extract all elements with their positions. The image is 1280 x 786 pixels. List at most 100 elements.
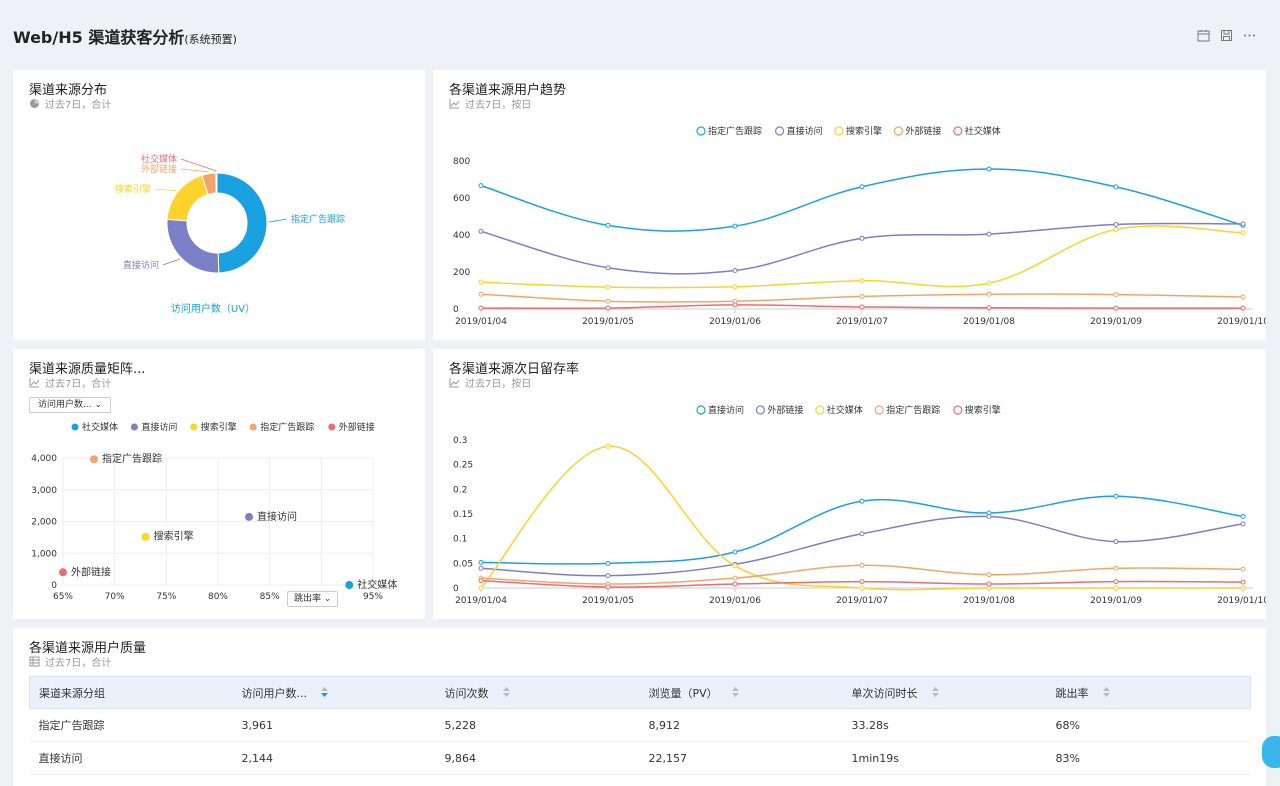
y-tick-label: 3,000 bbox=[31, 486, 57, 496]
card-title: 各渠道来源次日留存率 bbox=[449, 362, 580, 377]
legend-marker bbox=[834, 126, 844, 136]
donut-slice-label: 指定广告跟踪 bbox=[291, 213, 345, 225]
user-quality-card: 各渠道来源用户质量 过去7日，合计 渠道来源分组 访问用户数... 访问次数 浏… bbox=[13, 628, 1266, 786]
assistant-icon[interactable] bbox=[1262, 736, 1280, 768]
data-point bbox=[986, 581, 992, 587]
column-header-duration[interactable]: 单次访问时长 bbox=[843, 677, 1047, 709]
y-tick-label: 0.15 bbox=[453, 510, 473, 520]
quality-matrix-card: 渠道来源质量矩阵... 过去7日，合计 访问用户数... ⌄ 社交媒体 直接访问搜… bbox=[13, 349, 425, 619]
data-point bbox=[859, 293, 865, 299]
donut-leader-line bbox=[268, 218, 288, 223]
data-point bbox=[1240, 585, 1246, 591]
y-tick-label: 200 bbox=[453, 268, 470, 278]
card-subtitle: 过去7日，按日 bbox=[449, 96, 531, 111]
data-point bbox=[478, 565, 484, 571]
data-point bbox=[605, 560, 611, 566]
table-cell: 3,961 bbox=[232, 708, 436, 742]
donut-slice bbox=[166, 174, 209, 222]
table-icon bbox=[29, 656, 40, 667]
data-point bbox=[732, 575, 738, 581]
column-header-pv[interactable]: 浏览量（PV） bbox=[640, 677, 843, 709]
legend-label: 直接访问 bbox=[787, 125, 823, 137]
sort-icon[interactable] bbox=[502, 687, 510, 700]
x-tick-label: 70% bbox=[105, 592, 125, 602]
retention-line-chart: 直接访问 外部链接 社交媒体 指定广告跟踪 搜索引擎 0 0.05 0.1 0.15 0.2 0.2… bbox=[453, 404, 1266, 606]
data-point bbox=[605, 284, 611, 290]
data-point bbox=[986, 166, 992, 172]
pie-icon bbox=[30, 99, 39, 108]
card-title: 渠道来源分布 bbox=[29, 83, 108, 98]
sort-icon[interactable] bbox=[931, 687, 939, 700]
donut-slice-label: 外部链接 bbox=[141, 163, 177, 175]
x-tick-label: 2019/01/10 bbox=[1217, 317, 1266, 327]
legend-marker bbox=[130, 423, 138, 431]
data-point bbox=[732, 563, 738, 569]
table-cell: 22,157 bbox=[639, 741, 843, 775]
scatter-point-label: 社交媒体 bbox=[357, 578, 397, 591]
y-metric-select-label: 访问用户数... bbox=[38, 400, 92, 410]
data-point bbox=[986, 305, 992, 311]
quality-scatter-chart: 社交媒体 直接访问 搜索引擎 指定广告跟踪 外部链接01,0002,0003,0004,… bbox=[31, 421, 397, 602]
data-point bbox=[478, 559, 484, 565]
data-point bbox=[478, 279, 484, 285]
card-subtitle-text: 过去7日，合计 bbox=[45, 379, 112, 390]
legend-label: 外部链接 bbox=[767, 404, 803, 416]
table-cell: 直接访问 bbox=[29, 741, 233, 775]
scatter-point bbox=[90, 455, 98, 464]
legend-marker bbox=[815, 405, 825, 415]
data-point bbox=[605, 265, 611, 271]
data-point bbox=[478, 305, 484, 311]
legend-marker bbox=[775, 126, 785, 136]
column-header-visits[interactable]: 访问次数 bbox=[436, 677, 640, 709]
legend-label: 社交媒体 bbox=[965, 125, 1001, 137]
legend-label: 指定广告跟踪 bbox=[708, 125, 762, 137]
y-metric-select[interactable]: 访问用户数... ⌄ bbox=[29, 397, 112, 413]
data-point bbox=[732, 284, 738, 290]
legend-label: 社交媒体 bbox=[82, 421, 118, 433]
sort-icon[interactable] bbox=[731, 687, 739, 700]
donut-slice bbox=[166, 218, 220, 274]
y-tick-label: 0 bbox=[453, 584, 459, 594]
sort-descending-icon[interactable] bbox=[321, 687, 328, 700]
data-point bbox=[986, 231, 992, 237]
data-point bbox=[478, 291, 484, 297]
x-tick-label: 75% bbox=[156, 592, 176, 602]
legend-label: 搜索引擎 bbox=[846, 125, 882, 137]
x-metric-select[interactable]: 跳出率 ⌄ bbox=[287, 591, 339, 607]
legend-marker bbox=[696, 126, 706, 136]
series-line bbox=[480, 168, 1244, 232]
data-point bbox=[859, 278, 865, 284]
more-icon[interactable] bbox=[1243, 27, 1256, 40]
column-header-source[interactable]: 渠道来源分组 bbox=[39, 686, 105, 700]
y-tick-label: 600 bbox=[453, 194, 470, 204]
data-point bbox=[859, 184, 865, 190]
chevron-down-icon: ⌄ bbox=[323, 594, 332, 604]
donut-leader-line bbox=[180, 168, 209, 173]
x-tick-label: 2019/01/09 bbox=[1090, 596, 1142, 606]
card-subtitle: 过去7日，按日 bbox=[449, 375, 531, 390]
column-header-uv[interactable]: 访问用户数... bbox=[233, 677, 436, 709]
data-point bbox=[986, 291, 992, 297]
legend-marker bbox=[755, 405, 765, 415]
data-point bbox=[1113, 305, 1119, 311]
chevron-down-icon: ⌄ bbox=[94, 400, 103, 410]
data-point bbox=[1113, 585, 1119, 591]
line-chart-icon bbox=[449, 99, 460, 109]
sort-icon[interactable] bbox=[1102, 687, 1110, 700]
data-point bbox=[732, 223, 738, 229]
retention-card: 各渠道来源次日留存率 过去7日，按日 直接访问 外部链接 社交媒体 指定广告跟踪 搜索引… bbox=[433, 349, 1266, 619]
data-point bbox=[859, 498, 865, 504]
legend-marker bbox=[953, 405, 963, 415]
column-header-bounce[interactable]: 跳出率 bbox=[1047, 677, 1251, 709]
calendar-icon[interactable] bbox=[1197, 27, 1210, 42]
x-tick-label: 2019/01/06 bbox=[709, 596, 761, 606]
save-icon[interactable] bbox=[1220, 27, 1233, 41]
data-point bbox=[605, 222, 611, 228]
legend-marker bbox=[190, 423, 198, 431]
legend-marker bbox=[328, 423, 336, 431]
table-cell: 1min19s bbox=[842, 741, 1047, 775]
data-point bbox=[859, 585, 865, 591]
legend-label: 搜索引擎 bbox=[965, 404, 1001, 416]
scatter-point bbox=[345, 581, 354, 589]
data-point bbox=[859, 579, 865, 585]
